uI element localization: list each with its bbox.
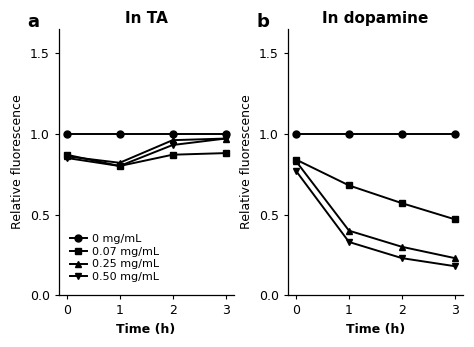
Line: 0.50 mg/mL: 0.50 mg/mL [63, 135, 229, 169]
X-axis label: Time (h): Time (h) [346, 323, 405, 336]
0 mg/mL [346, 132, 352, 136]
0.50 mg/mL [452, 264, 458, 268]
0.25 mg/mL [399, 245, 405, 249]
0.50 mg/mL [223, 136, 228, 141]
0 mg/mL [452, 132, 458, 136]
Title: In TA: In TA [125, 11, 167, 26]
Line: 0.25 mg/mL: 0.25 mg/mL [63, 135, 229, 166]
0.50 mg/mL [346, 240, 352, 244]
Line: 0.50 mg/mL: 0.50 mg/mL [292, 167, 458, 270]
Y-axis label: Relative fluorescence: Relative fluorescence [11, 95, 24, 229]
0 mg/mL [170, 132, 175, 136]
Line: 0 mg/mL: 0 mg/mL [292, 130, 458, 137]
0.07 mg/mL [223, 151, 228, 155]
0 mg/mL [223, 132, 228, 136]
Line: 0.07 mg/mL: 0.07 mg/mL [292, 156, 458, 223]
0.25 mg/mL [117, 161, 122, 165]
0 mg/mL [64, 132, 70, 136]
0 mg/mL [117, 132, 122, 136]
0.07 mg/mL [170, 153, 175, 157]
Title: In dopamine: In dopamine [322, 11, 428, 26]
0.07 mg/mL [64, 153, 70, 157]
0.50 mg/mL [293, 169, 299, 173]
0.25 mg/mL [64, 154, 70, 159]
0.07 mg/mL [117, 164, 122, 168]
0.50 mg/mL [170, 143, 175, 147]
Line: 0.07 mg/mL: 0.07 mg/mL [63, 150, 229, 169]
0.07 mg/mL [293, 158, 299, 162]
0.50 mg/mL [117, 164, 122, 168]
Line: 0.25 mg/mL: 0.25 mg/mL [292, 158, 458, 262]
0.50 mg/mL [64, 156, 70, 160]
Line: 0 mg/mL: 0 mg/mL [63, 130, 229, 137]
0.25 mg/mL [452, 256, 458, 260]
0.07 mg/mL [452, 217, 458, 221]
Text: a: a [27, 13, 39, 31]
0 mg/mL [293, 132, 299, 136]
0.07 mg/mL [399, 201, 405, 205]
X-axis label: Time (h): Time (h) [117, 323, 176, 336]
0.25 mg/mL [346, 229, 352, 233]
Text: b: b [256, 13, 269, 31]
Y-axis label: Relative fluorescence: Relative fluorescence [240, 95, 254, 229]
0.25 mg/mL [223, 136, 228, 141]
0.50 mg/mL [399, 256, 405, 260]
0.07 mg/mL [346, 183, 352, 187]
0.25 mg/mL [293, 159, 299, 163]
0 mg/mL [399, 132, 405, 136]
Legend: 0 mg/mL, 0.07 mg/mL, 0.25 mg/mL, 0.50 mg/mL: 0 mg/mL, 0.07 mg/mL, 0.25 mg/mL, 0.50 mg… [68, 232, 162, 285]
0.25 mg/mL [170, 138, 175, 142]
